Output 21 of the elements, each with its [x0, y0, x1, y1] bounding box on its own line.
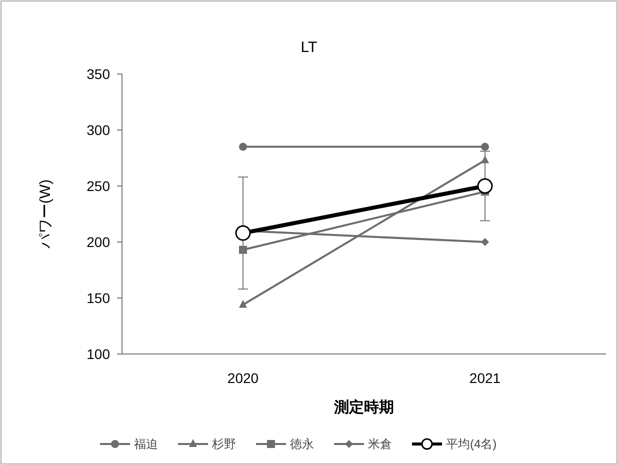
- legend-label: 福迫: [134, 437, 158, 451]
- x-tick-label: 2020: [227, 370, 259, 386]
- y-tick-label: 300: [86, 122, 110, 138]
- y-axis-title: パワー(W): [37, 179, 54, 250]
- point: [235, 225, 251, 241]
- x-axis-title: 測定時期: [333, 398, 394, 416]
- legend-label: 平均(4名): [446, 437, 497, 451]
- legend-label: 徳永: [290, 437, 314, 451]
- chart-title: LT: [300, 39, 318, 56]
- y-tick-label: 200: [86, 234, 110, 250]
- y-tick-label: 150: [86, 290, 110, 306]
- point: [481, 238, 489, 246]
- point: [477, 178, 493, 194]
- y-tick-label: 350: [86, 66, 110, 82]
- point: [239, 142, 247, 151]
- y-tick-label: 100: [86, 346, 110, 362]
- x-tick-label: 2021: [469, 370, 501, 386]
- legend-label: 杉野: [211, 437, 236, 451]
- y-tick-label: 250: [86, 178, 110, 194]
- point: [481, 142, 489, 151]
- legend-label: 米倉: [368, 437, 392, 451]
